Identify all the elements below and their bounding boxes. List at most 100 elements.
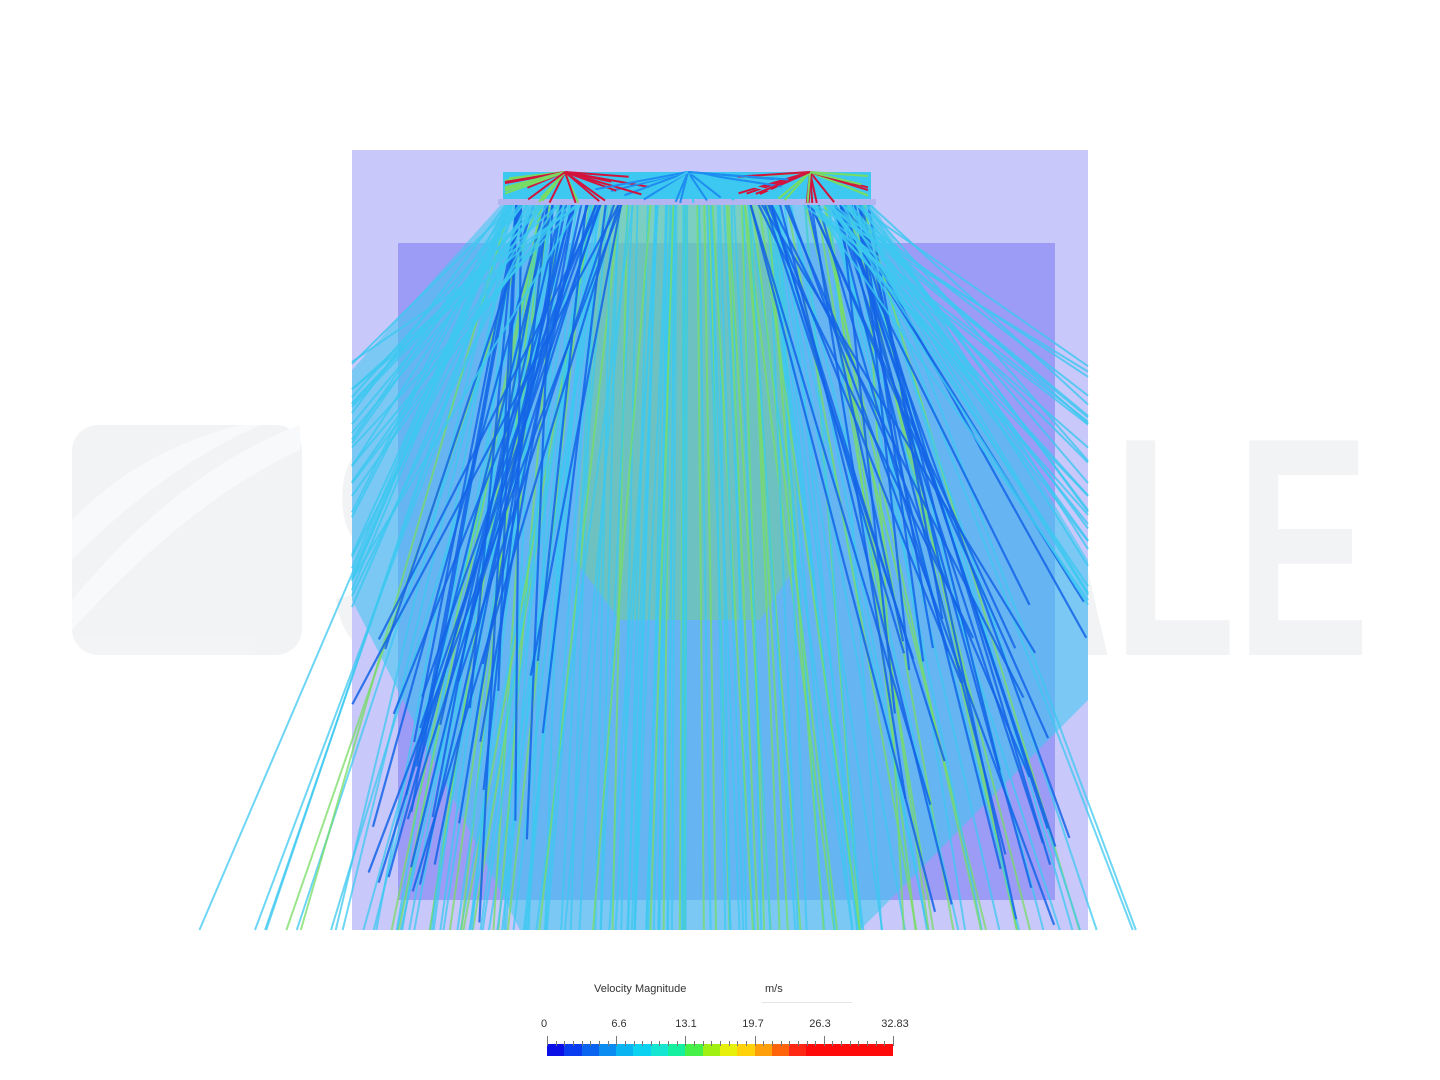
colorbar-tick — [745, 1041, 747, 1046]
streamline — [763, 203, 915, 660]
streamlines — [198, 201, 1137, 931]
streamline — [536, 203, 588, 662]
streamline — [627, 201, 650, 931]
streamline — [766, 203, 963, 684]
streamline — [749, 203, 937, 913]
colorbar-tick — [572, 1041, 574, 1046]
colorbar-tick — [547, 1036, 548, 1046]
streamline — [817, 203, 949, 652]
colorbar-tick — [867, 1041, 869, 1046]
streamline — [578, 201, 621, 931]
streamline — [351, 202, 572, 467]
streamline — [823, 202, 1089, 378]
streamline — [747, 201, 797, 931]
inlet-streamline — [624, 171, 689, 197]
streamline — [786, 203, 1056, 926]
inlet-streamline — [784, 171, 811, 201]
colorbar-tick — [590, 1041, 592, 1046]
streamline — [592, 201, 652, 931]
colorbar-segment — [685, 1044, 703, 1056]
colorbar-tick — [555, 1041, 557, 1046]
colorbar-tick — [806, 1041, 808, 1046]
legend-tick-label: 19.7 — [742, 1018, 764, 1030]
streamline — [341, 201, 522, 931]
inlet-streamline — [504, 171, 566, 191]
streamline — [711, 201, 754, 931]
watermark-logo-swoosh-2 — [72, 425, 260, 560]
colorbar-tick — [685, 1036, 687, 1046]
legend-title: Velocity Magnitude — [594, 983, 687, 995]
colorbar-segment — [789, 1044, 807, 1056]
inlet-streamline — [548, 171, 566, 204]
legend-unit: m/s — [765, 983, 783, 995]
streamline — [860, 203, 1018, 920]
colorbar-tick — [780, 1041, 782, 1046]
streamline — [732, 201, 772, 931]
colorbar-segment — [719, 1044, 738, 1056]
inlet-streamline — [687, 171, 695, 204]
streamline — [725, 201, 760, 931]
streamline — [718, 201, 745, 931]
streamline — [351, 202, 514, 518]
colorbar-tick — [832, 1041, 834, 1046]
streamline — [851, 201, 1098, 931]
colorbar-segment — [668, 1044, 686, 1056]
streamline — [431, 203, 549, 818]
colorbar-segment — [806, 1044, 824, 1056]
streamline — [749, 201, 781, 931]
colorbar-segment — [564, 1044, 582, 1056]
streamline — [853, 203, 934, 649]
colorbar-segment — [702, 1044, 720, 1056]
colorbar-tick — [728, 1041, 730, 1046]
colorbar-tick — [849, 1041, 851, 1046]
streamline — [330, 201, 554, 931]
streamline — [649, 201, 675, 931]
inlet-streamline — [809, 171, 869, 178]
streamline — [858, 202, 1089, 567]
colorbar-segment — [754, 1044, 772, 1056]
colorbar-segment — [547, 1044, 565, 1056]
streamline — [824, 201, 930, 931]
colorbar-tick — [858, 1041, 860, 1046]
streamline — [831, 201, 1001, 931]
colorbar-segment — [823, 1044, 842, 1056]
streamline — [351, 202, 537, 558]
legend-tick-label: 32.83 — [881, 1018, 909, 1030]
streamline — [859, 203, 925, 662]
streamline — [696, 201, 705, 931]
streamline — [377, 203, 590, 883]
colorbar-tick — [694, 1041, 696, 1046]
streamline — [775, 201, 906, 931]
colorbar-tick — [797, 1041, 799, 1046]
streamline — [633, 201, 669, 931]
colorbar-segment — [650, 1044, 669, 1056]
inlet-streamline — [809, 171, 862, 186]
streamline — [599, 201, 634, 931]
colorbar-segment — [771, 1044, 790, 1056]
streamline — [351, 202, 515, 591]
streamline — [749, 203, 932, 805]
streamline — [766, 201, 825, 931]
streamline — [645, 201, 674, 931]
streamline — [418, 203, 576, 885]
colorbar-tick — [763, 1041, 765, 1046]
streamline — [525, 203, 554, 840]
streamline — [351, 203, 620, 705]
streamline — [852, 201, 1134, 931]
colorbar-tick — [771, 1041, 773, 1046]
streamline — [666, 201, 677, 931]
colorbar-tick — [702, 1041, 704, 1046]
streamline — [351, 202, 583, 581]
streamline — [351, 202, 544, 597]
colorbar-tick — [659, 1041, 661, 1046]
streamline — [839, 203, 896, 714]
streamline — [809, 203, 1050, 739]
colorbar-segment — [633, 1044, 651, 1056]
streamline — [478, 203, 518, 923]
streamline — [730, 201, 748, 931]
streamline — [367, 203, 623, 873]
inlet-streamline — [564, 171, 606, 202]
inlet-streamline — [527, 171, 566, 201]
inlet-streamline — [687, 171, 772, 192]
